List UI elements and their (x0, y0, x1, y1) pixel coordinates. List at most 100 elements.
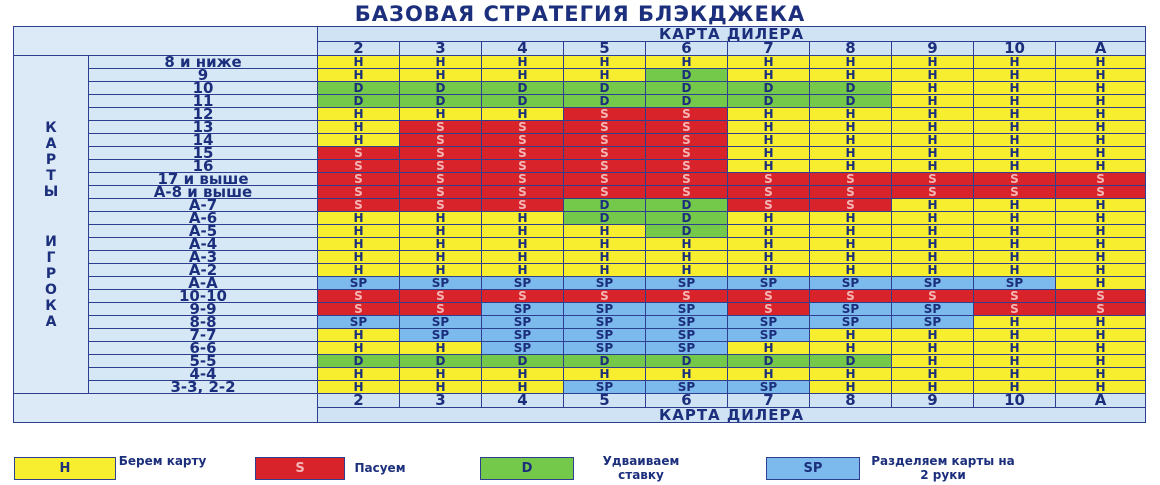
action-cell: H (1054, 211, 1147, 225)
action-cell: H (1054, 120, 1147, 134)
dealer-card-bottom: 5 (563, 393, 646, 408)
action-cell: H (399, 224, 482, 238)
action-cell: D (317, 94, 400, 108)
action-cell: SP (481, 276, 564, 290)
action-cell: H (399, 250, 482, 264)
action-cell: H (481, 250, 564, 264)
action-cell: H (973, 315, 1056, 329)
side-letter: Т (46, 167, 56, 184)
action-cell: D (563, 81, 646, 95)
action-cell: D (645, 81, 728, 95)
action-cell: H (563, 250, 646, 264)
action-cell: H (1054, 68, 1147, 82)
action-cell: S (563, 172, 646, 186)
action-cell: H (973, 237, 1056, 251)
action-cell: S (317, 185, 400, 199)
action-cell: S (481, 120, 564, 134)
action-cell: H (399, 107, 482, 121)
dealer-card-bottom: 7 (727, 393, 810, 408)
action-cell: H (1054, 94, 1147, 108)
action-cell: H (973, 354, 1056, 368)
action-cell: H (1054, 380, 1147, 394)
action-cell: H (481, 107, 564, 121)
action-cell: S (1054, 185, 1147, 199)
action-cell: S (563, 146, 646, 160)
dealer-card-bottom: 6 (645, 393, 728, 408)
player-hand-label: 6-6 (88, 341, 318, 355)
action-cell: D (563, 354, 646, 368)
action-cell: SP (563, 380, 646, 394)
action-cell: H (481, 211, 564, 225)
action-cell: H (1054, 276, 1147, 290)
action-cell: S (645, 172, 728, 186)
action-cell: H (727, 211, 810, 225)
dealer-card-top: 9 (891, 41, 974, 56)
dealer-card-bottom: 10 (973, 393, 1056, 408)
action-cell: S (563, 185, 646, 199)
action-cell: H (891, 68, 974, 82)
table-row: 3-3, 2-2 H H H SP SP SP H H H H (14, 380, 1147, 394)
action-cell: H (317, 133, 400, 147)
player-hand-label: 8 и ниже (88, 55, 318, 69)
action-cell: H (973, 224, 1056, 238)
action-cell: D (645, 198, 728, 212)
action-cell: H (973, 250, 1056, 264)
action-cell: S (317, 198, 400, 212)
action-cell: S (481, 159, 564, 173)
action-cell: S (399, 302, 482, 316)
action-cell: H (399, 367, 482, 381)
action-cell: D (809, 94, 892, 108)
action-cell: H (727, 120, 810, 134)
action-cell: H (973, 328, 1056, 342)
table-row: А-8 и выше S S S S S S S S S S (14, 185, 1147, 199)
legend-swatch: SP (766, 457, 860, 480)
player-hand-label: А-А (88, 276, 318, 290)
action-cell: H (399, 68, 482, 82)
action-cell: D (645, 94, 728, 108)
action-cell: H (891, 211, 974, 225)
table-row: 17 и выше S S S S S S S S S S (14, 172, 1147, 186)
player-hand-label: 8-8 (88, 315, 318, 329)
side-letter: Г (46, 249, 56, 266)
table-row: 10 D D D D D D D H H H (14, 81, 1147, 95)
action-cell: D (317, 81, 400, 95)
action-cell: S (645, 289, 728, 303)
table-row: 7-7 H SP SP SP SP SP H H H H (14, 328, 1147, 342)
action-cell: H (727, 341, 810, 355)
action-cell: SP (645, 315, 728, 329)
action-cell: H (1054, 367, 1147, 381)
legend-label: Берем карту (118, 454, 207, 468)
action-cell: H (973, 55, 1056, 69)
action-cell: H (317, 120, 400, 134)
action-cell: SP (563, 328, 646, 342)
action-cell: H (645, 367, 728, 381)
action-cell: H (317, 55, 400, 69)
action-cell: H (563, 68, 646, 82)
action-cell: D (645, 354, 728, 368)
legend-swatch: S (255, 457, 345, 480)
action-cell: SP (809, 315, 892, 329)
action-cell: H (727, 224, 810, 238)
action-cell: SP (481, 302, 564, 316)
player-hand-label: 9-9 (88, 302, 318, 316)
action-cell: S (1054, 172, 1147, 186)
action-cell: S (645, 159, 728, 173)
action-cell: SP (809, 302, 892, 316)
action-cell: H (727, 250, 810, 264)
action-cell: H (891, 341, 974, 355)
table-row: 14 H S S S S H H H H H (14, 133, 1147, 147)
action-cell: H (481, 68, 564, 82)
action-cell: SP (317, 315, 400, 329)
action-cell: H (1054, 341, 1147, 355)
action-cell: S (973, 302, 1056, 316)
action-cell: H (399, 55, 482, 69)
table-row: А-3 H H H H H H H H H H (14, 250, 1147, 264)
player-hand-label: 4-4 (88, 367, 318, 381)
action-cell: H (727, 237, 810, 251)
corner-blank-bottom (13, 393, 318, 423)
table-row: А-4 H H H H H H H H H H (14, 237, 1147, 251)
action-cell: S (973, 185, 1056, 199)
player-hand-label: 3-3, 2-2 (88, 380, 318, 394)
action-cell: H (891, 159, 974, 173)
